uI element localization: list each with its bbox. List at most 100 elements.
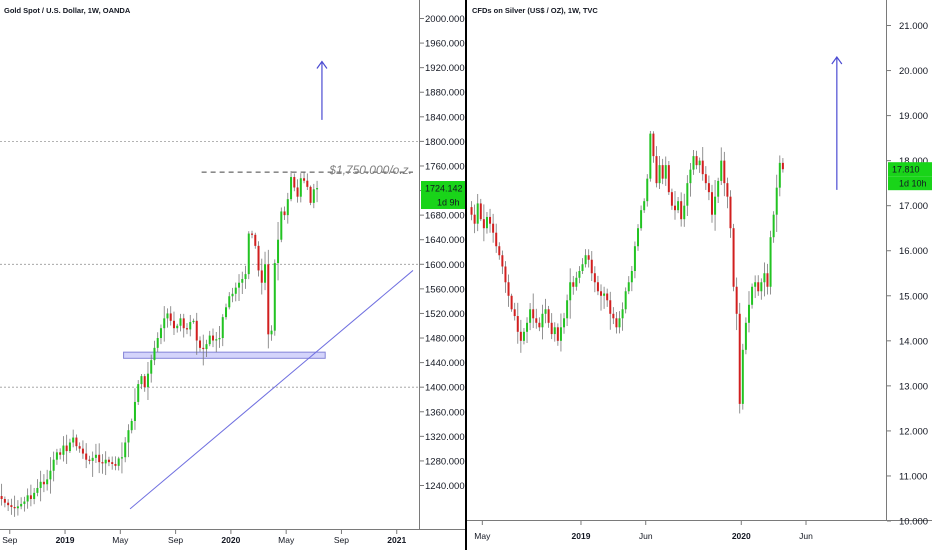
- silver-candle[interactable]: [778, 162, 781, 188]
- gold-candle[interactable]: [238, 282, 241, 288]
- silver-candle[interactable]: [732, 228, 735, 287]
- gold-candle[interactable]: [85, 453, 88, 460]
- silver-candle[interactable]: [630, 270, 633, 283]
- silver-candle[interactable]: [683, 205, 686, 220]
- silver-candle[interactable]: [698, 160, 701, 166]
- gold-candle[interactable]: [42, 481, 45, 485]
- silver-candle[interactable]: [649, 133, 652, 179]
- gold-candle[interactable]: [225, 307, 228, 318]
- gold-candle[interactable]: [52, 459, 55, 471]
- gold-candle[interactable]: [192, 320, 195, 323]
- gold-candle[interactable]: [114, 463, 117, 466]
- silver-candle[interactable]: [544, 309, 547, 314]
- gold-candle[interactable]: [111, 462, 114, 464]
- gold-trendline[interactable]: [129, 270, 414, 510]
- gold-candle[interactable]: [241, 279, 244, 283]
- gold-support-zone[interactable]: [123, 351, 326, 359]
- silver-candle[interactable]: [575, 277, 578, 287]
- silver-candle[interactable]: [677, 201, 680, 211]
- gold-candle[interactable]: [195, 320, 198, 341]
- gold-candle[interactable]: [309, 186, 312, 203]
- silver-candle[interactable]: [600, 291, 603, 296]
- silver-candle[interactable]: [621, 309, 624, 319]
- silver-candle[interactable]: [519, 331, 522, 341]
- silver-candle[interactable]: [701, 160, 704, 175]
- silver-candle[interactable]: [485, 216, 488, 229]
- silver-candle[interactable]: [627, 282, 630, 292]
- silver-candle[interactable]: [550, 322, 553, 335]
- gold-candle[interactable]: [26, 495, 29, 502]
- gold-candle[interactable]: [221, 317, 224, 339]
- gold-candle[interactable]: [234, 287, 237, 294]
- silver-candle[interactable]: [754, 282, 757, 287]
- silver-candle[interactable]: [504, 266, 507, 283]
- silver-candle[interactable]: [692, 156, 695, 170]
- gold-candle[interactable]: [127, 430, 130, 443]
- silver-candle[interactable]: [603, 293, 606, 296]
- gold-candle[interactable]: [137, 384, 140, 402]
- silver-candle[interactable]: [581, 264, 584, 271]
- gold-candle[interactable]: [150, 360, 153, 374]
- silver-candle[interactable]: [741, 349, 744, 404]
- gold-candle[interactable]: [169, 313, 172, 321]
- gold-candle[interactable]: [29, 495, 32, 500]
- silver-candle[interactable]: [637, 228, 640, 247]
- silver-candle[interactable]: [658, 165, 661, 184]
- silver-candle[interactable]: [624, 291, 627, 310]
- silver-candle[interactable]: [707, 183, 710, 193]
- gold-candle[interactable]: [251, 233, 254, 235]
- silver-candle[interactable]: [670, 192, 673, 206]
- gold-candle[interactable]: [91, 457, 94, 461]
- silver-candle[interactable]: [513, 309, 516, 317]
- gold-candle[interactable]: [78, 446, 81, 449]
- gold-candle[interactable]: [244, 274, 247, 280]
- silver-candle[interactable]: [714, 196, 717, 215]
- silver-candle[interactable]: [751, 286, 754, 305]
- gold-candle[interactable]: [107, 459, 110, 463]
- gold-candle[interactable]: [185, 328, 188, 330]
- gold-candle[interactable]: [101, 462, 104, 464]
- gold-candle[interactable]: [257, 245, 260, 271]
- silver-candle[interactable]: [695, 156, 698, 166]
- gold-candle[interactable]: [46, 479, 49, 485]
- gold-candle[interactable]: [299, 178, 302, 197]
- gold-candle[interactable]: [72, 437, 75, 443]
- gold-candle[interactable]: [153, 347, 156, 361]
- gold-candle[interactable]: [205, 344, 208, 350]
- gold-candle[interactable]: [146, 373, 149, 388]
- gold-candle[interactable]: [104, 459, 107, 464]
- silver-candle[interactable]: [757, 282, 760, 292]
- gold-candle[interactable]: [124, 442, 127, 458]
- silver-candle[interactable]: [612, 313, 615, 319]
- gold-candle[interactable]: [39, 481, 42, 488]
- gold-candle[interactable]: [247, 233, 250, 275]
- silver-candle[interactable]: [775, 187, 778, 215]
- gold-candle[interactable]: [286, 199, 289, 216]
- gold-candle[interactable]: [189, 322, 192, 330]
- gold-candle[interactable]: [49, 470, 52, 480]
- silver-candle[interactable]: [529, 309, 532, 323]
- silver-candle[interactable]: [643, 201, 646, 211]
- silver-candle[interactable]: [547, 309, 550, 323]
- gold-candle[interactable]: [215, 339, 218, 341]
- gold-candle[interactable]: [143, 376, 146, 388]
- gold-chart-pane[interactable]: 2000.000 1960.000 1920.000 1880.000 1840.000…: [0, 14, 465, 545]
- silver-candle[interactable]: [781, 162, 784, 170]
- silver-candle[interactable]: [717, 180, 720, 197]
- silver-candle[interactable]: [479, 203, 482, 220]
- silver-candle[interactable]: [572, 282, 575, 287]
- gold-candle[interactable]: [260, 270, 263, 283]
- gold-candle[interactable]: [133, 401, 136, 421]
- silver-candle[interactable]: [763, 273, 766, 283]
- silver-candle[interactable]: [507, 282, 510, 296]
- silver-candle[interactable]: [516, 316, 519, 332]
- gold-candle[interactable]: [218, 338, 221, 340]
- silver-candle[interactable]: [495, 232, 498, 247]
- gold-candle[interactable]: [55, 452, 58, 460]
- gold-candle[interactable]: [273, 263, 276, 331]
- silver-candle[interactable]: [729, 196, 732, 229]
- gold-candle[interactable]: [277, 239, 280, 264]
- silver-candle[interactable]: [566, 300, 569, 319]
- silver-candle[interactable]: [541, 313, 544, 328]
- silver-chart-pane[interactable]: 21.000 20.000 19.000 18.000 17.000 16.000 15.0…: [470, 21, 932, 541]
